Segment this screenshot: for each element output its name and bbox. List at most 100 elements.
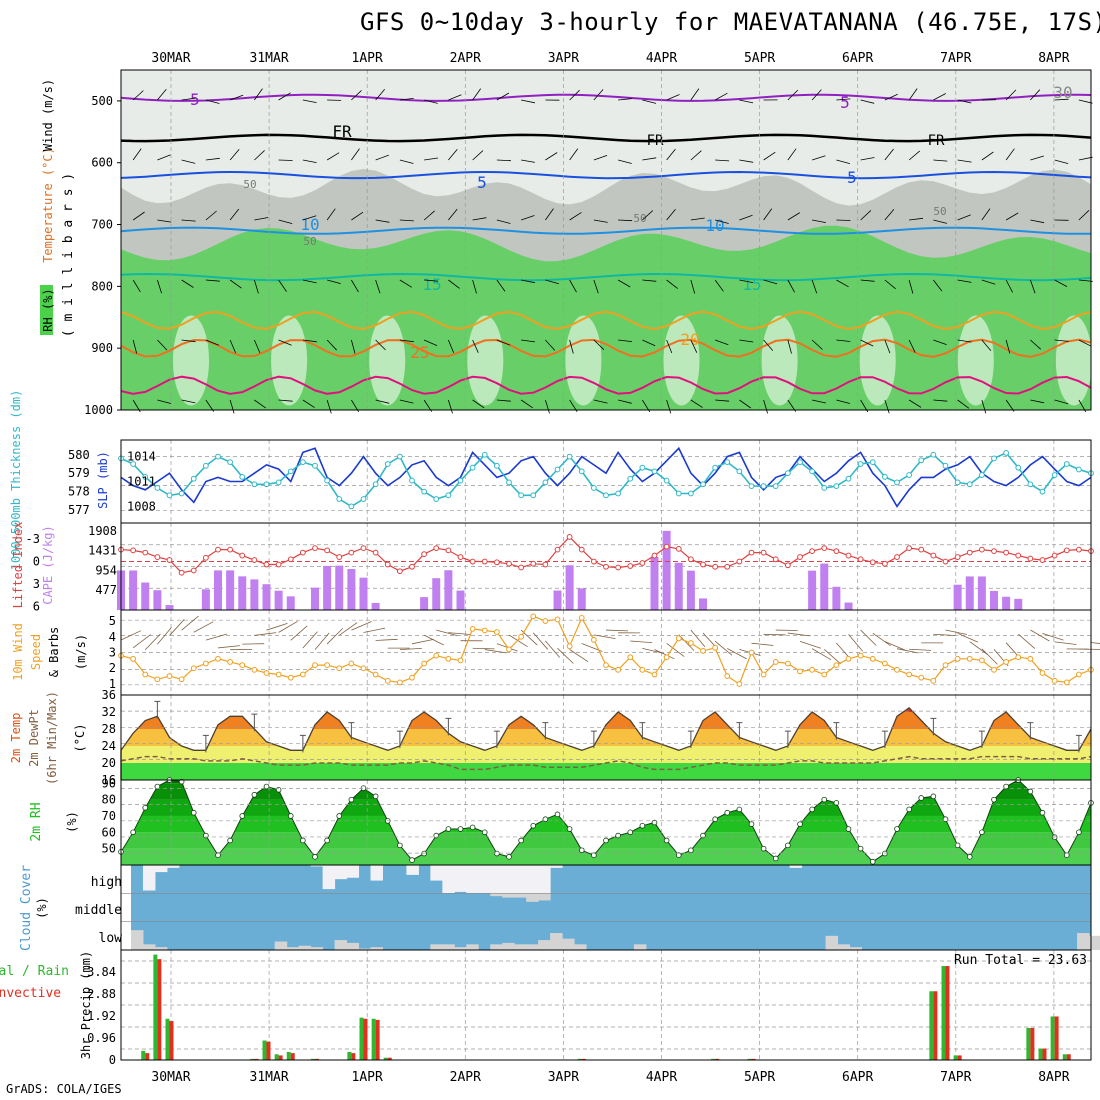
cape-bar xyxy=(141,582,150,610)
thickness-point xyxy=(1003,450,1010,456)
cloud-low-cell xyxy=(1089,935,1100,950)
wind-barb xyxy=(375,279,381,294)
lifted-index-point xyxy=(372,549,379,556)
chart-title: GFS 0~10day 3-hourly for MAEVATANANA (46… xyxy=(360,8,1100,36)
wind-barb xyxy=(229,399,235,414)
lifted-index-point xyxy=(663,543,670,550)
lifted-index-point xyxy=(724,563,731,570)
cloud-low-cell xyxy=(574,944,587,950)
wind-barb xyxy=(884,93,898,101)
thickness-point xyxy=(821,485,828,491)
wind-barb xyxy=(569,89,580,101)
rh-green-band xyxy=(121,225,1091,410)
wind-10m-barb xyxy=(557,648,574,664)
precip-convective-bar xyxy=(1030,1027,1035,1060)
wind-barb xyxy=(666,208,676,221)
wind-barb xyxy=(157,88,167,101)
lifted-index-point xyxy=(518,564,525,571)
rh-point xyxy=(215,852,221,858)
precip-axis-label: 3hr Precip (mm) xyxy=(79,951,93,1059)
rh-dry-pocket xyxy=(369,315,406,406)
wind-barb xyxy=(132,279,141,293)
wind-barb xyxy=(933,159,948,162)
wind-barb xyxy=(957,279,972,283)
wind-10m-barb xyxy=(157,627,172,645)
wind-barb xyxy=(326,152,340,161)
lifted-index-point xyxy=(130,547,137,554)
precip-convective-bar xyxy=(715,1058,720,1060)
lifted-index-point xyxy=(978,546,985,553)
wind-barb xyxy=(302,279,317,284)
lifted-index-point xyxy=(675,545,682,552)
rh-point xyxy=(409,857,415,863)
cloud-high-cell xyxy=(322,865,336,890)
wind-barb xyxy=(739,159,754,163)
temp-bands xyxy=(121,707,1091,780)
lifted-index-point xyxy=(1063,547,1070,554)
thickness-point xyxy=(299,459,306,466)
wind-barb xyxy=(157,154,171,161)
wind-barb xyxy=(375,154,389,161)
lifted-index-point xyxy=(906,545,913,552)
rh-point xyxy=(918,795,925,801)
wind-10m-barb xyxy=(714,640,733,656)
wind-barb xyxy=(447,399,453,414)
wind-10m-point xyxy=(554,616,561,623)
date-top-label: 30MAR xyxy=(151,51,190,66)
lifted-index-point xyxy=(845,552,852,559)
cloud-low-cell xyxy=(502,942,515,950)
rh-point xyxy=(724,809,731,816)
wind-10m-point xyxy=(154,676,161,683)
lifted-index-point xyxy=(894,554,900,560)
lifted-index-point xyxy=(299,549,306,556)
cloud-high-cell xyxy=(538,865,551,894)
li-tick-label: 6 xyxy=(33,599,40,613)
wind-axis-label: 10m Wind xyxy=(11,623,25,681)
wind-barb xyxy=(908,150,921,161)
wind-10m-point xyxy=(857,652,864,659)
rh-point xyxy=(397,842,403,849)
rh-unit-label: (%) xyxy=(65,811,79,833)
lifted-index-point xyxy=(615,564,622,571)
thickness-point xyxy=(239,473,246,480)
lifted-index-point xyxy=(1027,555,1034,562)
wind-10m-point xyxy=(275,671,282,678)
wind-10m-point xyxy=(930,677,937,684)
wind-barb xyxy=(132,90,144,101)
wind-barb xyxy=(229,279,242,289)
date-bottom-label: 4APR xyxy=(646,1070,677,1085)
wind-10m-barb xyxy=(909,648,932,651)
cloud-high-cell xyxy=(442,865,455,894)
lifted-index-point xyxy=(433,545,440,552)
wind-barb xyxy=(399,279,413,288)
wind-barb xyxy=(593,399,608,404)
wind-barb xyxy=(618,399,632,404)
lifted-index-point xyxy=(942,558,949,565)
temp-unit-label: (°C) xyxy=(73,724,87,753)
rh-dry-pocket xyxy=(271,315,308,406)
cape-bar xyxy=(420,597,429,610)
temp-tick-label: 36 xyxy=(102,688,116,702)
rh-point xyxy=(130,829,136,836)
rh-point xyxy=(312,854,318,860)
rh-point xyxy=(336,813,343,819)
rh-point xyxy=(518,837,524,844)
thickness-tick-label: 580 xyxy=(68,448,90,462)
precip-total-bar xyxy=(371,1018,376,1060)
lifted-index-point xyxy=(881,560,888,567)
thickness-point xyxy=(663,477,670,484)
wind-barb xyxy=(981,399,987,414)
slp-tick-label: 1014 xyxy=(127,450,156,464)
thickness-point xyxy=(772,483,779,490)
rh-point xyxy=(372,793,379,800)
cloud-low-label: low xyxy=(99,931,123,946)
wind-barb xyxy=(424,157,439,161)
thickness-point xyxy=(348,503,355,510)
rh-point xyxy=(979,829,985,836)
wind-barb xyxy=(690,399,703,408)
thickness-point xyxy=(312,462,318,469)
wind-barb xyxy=(544,399,550,414)
thickness-point xyxy=(227,459,234,466)
isotherm-1 xyxy=(120,133,1092,143)
cloud-high-cell xyxy=(346,865,360,878)
